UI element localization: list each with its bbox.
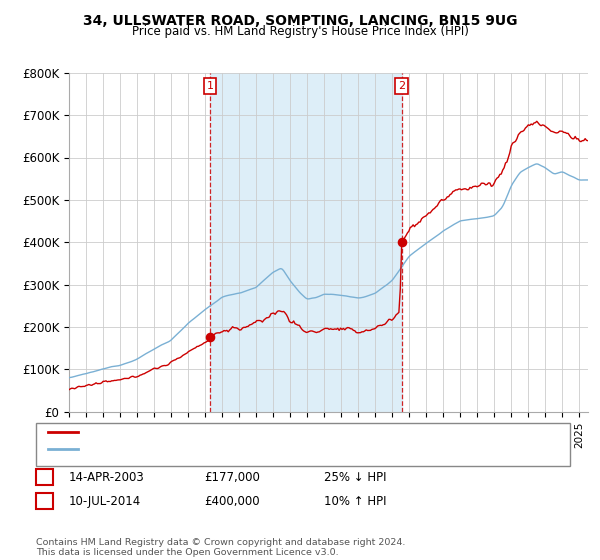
Text: 2: 2 (398, 81, 405, 91)
Text: £400,000: £400,000 (204, 494, 260, 508)
Text: 34, ULLSWATER ROAD, SOMPTING, LANCING, BN15 9UG: 34, ULLSWATER ROAD, SOMPTING, LANCING, B… (83, 14, 517, 28)
Text: 14-APR-2003: 14-APR-2003 (69, 470, 145, 484)
Text: 10-JUL-2014: 10-JUL-2014 (69, 494, 141, 508)
Text: Contains HM Land Registry data © Crown copyright and database right 2024.
This d: Contains HM Land Registry data © Crown c… (36, 538, 406, 557)
Text: 25% ↓ HPI: 25% ↓ HPI (324, 470, 386, 484)
Text: HPI: Average price, detached house, Adur: HPI: Average price, detached house, Adur (84, 444, 312, 454)
Text: 10% ↑ HPI: 10% ↑ HPI (324, 494, 386, 508)
Point (397, 237, 406, 246)
Text: 2: 2 (41, 494, 48, 508)
Point (205, 332, 215, 341)
Text: 34, ULLSWATER ROAD, SOMPTING, LANCING, BN15 9UG (detached house): 34, ULLSWATER ROAD, SOMPTING, LANCING, B… (84, 427, 490, 437)
Text: Price paid vs. HM Land Registry's House Price Index (HPI): Price paid vs. HM Land Registry's House … (131, 25, 469, 38)
Text: 1: 1 (41, 470, 48, 484)
Text: £177,000: £177,000 (204, 470, 260, 484)
Bar (210, 73, 401, 412)
Text: 1: 1 (206, 81, 214, 91)
